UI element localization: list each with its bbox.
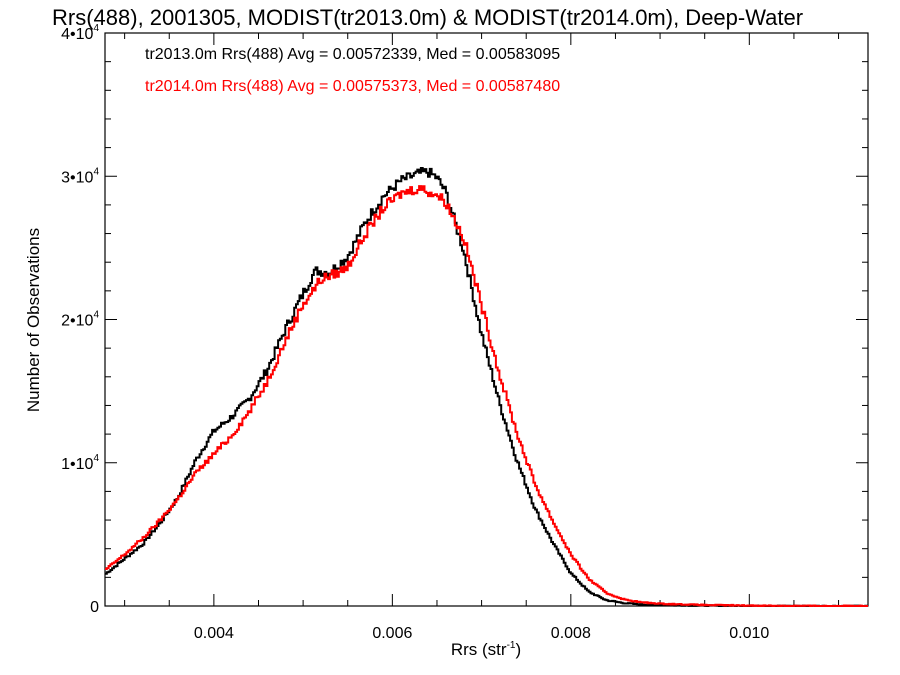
x-tick-label: 0.006	[372, 625, 412, 642]
y-tick-label: 4•104	[61, 23, 99, 43]
x-axis-label: Rrs (str-1)	[451, 640, 521, 659]
y-tick-label: 3•104	[61, 166, 99, 186]
y-tick-labels: 0 1•104 2•104 3•104 4•104	[61, 23, 99, 616]
x-tick-labels: 0.004 0.006 0.008 0.010	[194, 625, 770, 642]
chart-title: Rrs(488), 2001305, MODIST(tr2013.0m) & M…	[52, 5, 803, 30]
x-tick-label: 0.010	[729, 625, 769, 642]
axis-ticks	[105, 32, 868, 607]
y-tick-label: 1•104	[61, 453, 99, 473]
x-tick-label: 0.004	[194, 625, 234, 642]
series-line-tr2013.0m	[105, 167, 869, 607]
legend-entry-tr2013: tr2013.0m Rrs(488) Avg = 0.00572339, Med…	[145, 46, 560, 63]
y-axis-label: Number of Observations	[24, 228, 43, 412]
legend-entry-tr2014: tr2014.0m Rrs(488) Avg = 0.00575373, Med…	[145, 78, 560, 95]
y-tick-label: 2•104	[61, 310, 99, 330]
y-tick-label: 0	[90, 599, 99, 616]
x-tick-label: 0.008	[551, 625, 591, 642]
series-lines	[105, 167, 869, 607]
series-line-tr2014.0m	[105, 185, 868, 607]
